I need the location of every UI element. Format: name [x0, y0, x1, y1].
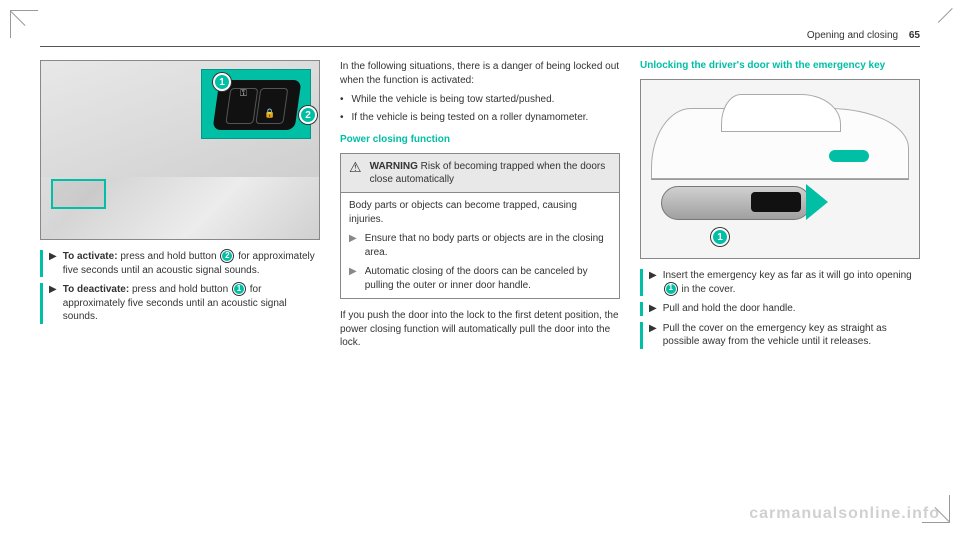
insert-arrow-icon	[806, 184, 828, 220]
warning-body: Body parts or objects can become trapped…	[341, 193, 619, 298]
crop-mark-tr	[932, 8, 952, 28]
instruction-deactivate: ▶ To deactivate: press and hold button 1…	[40, 283, 320, 324]
deactivate-label: To deactivate:	[63, 284, 130, 295]
callout-1: 1	[711, 228, 729, 246]
header-rule	[40, 46, 920, 47]
callout-2: 2	[299, 106, 317, 124]
list-item: • While the vehicle is being tow started…	[340, 93, 620, 107]
door-handle-highlight	[829, 150, 869, 162]
column-1: ⚿ 🔒 1 2 ▶ To activate: press and hold bu…	[40, 60, 320, 513]
bullet-text: While the vehicle is being tow started/p…	[352, 93, 555, 107]
step-arrow-icon: ▶	[49, 283, 57, 324]
activate-label: To activate:	[63, 251, 118, 262]
unlock-icon: ⚿	[240, 88, 247, 99]
section-title-emergency-key: Unlocking the driver's door with the eme…	[640, 60, 920, 71]
figure-emergency-key: 1	[640, 79, 920, 259]
step-arrow-icon: ▶	[649, 269, 657, 296]
substep-arrow-icon: ▶	[349, 232, 357, 259]
s1-post: in the cover.	[679, 284, 736, 295]
warning-label: WARNING	[370, 161, 418, 172]
page-content: Opening and closing 65 ⚿ 🔒 1 2 ▶	[40, 30, 920, 513]
watermark: carmanualsonline.info	[749, 505, 940, 523]
bullet-icon: •	[340, 93, 344, 107]
step-arrow-icon: ▶	[649, 302, 657, 316]
lock-icon: 🔒	[264, 108, 275, 119]
step-arrow-icon: ▶	[649, 322, 657, 349]
column-3: Unlocking the driver's door with the eme…	[640, 60, 920, 513]
page-header: Opening and closing 65	[807, 30, 920, 41]
callout-1: 1	[213, 73, 231, 91]
instruction-insert-key: ▶ Insert the emergency key as far as it …	[640, 269, 920, 296]
warning-body-text: Body parts or objects can become trapped…	[349, 199, 611, 226]
instruction-pull-cover: ▶ Pull the cover on the emergency key as…	[640, 322, 920, 349]
inline-marker-1: 1	[233, 283, 245, 295]
key-slot	[751, 192, 801, 212]
s1-pre: Insert the emergency key as far as it wi…	[663, 270, 912, 281]
warning-sub-item: ▶ Ensure that no body parts or objects a…	[349, 232, 611, 259]
step-arrow-icon: ▶	[49, 250, 57, 277]
section-title-power-closing: Power closing function	[340, 134, 620, 145]
s2-text: Pull and hold the door handle.	[663, 302, 920, 316]
column-2: In the following situations, there is a …	[340, 60, 620, 513]
warning-sub-item: ▶ Automatic closing of the doors can be …	[349, 265, 611, 292]
lockout-list: • While the vehicle is being tow started…	[340, 93, 620, 124]
header-page-number: 65	[909, 30, 920, 41]
header-section: Opening and closing	[807, 30, 898, 41]
bullet-text: If the vehicle is being tested on a roll…	[352, 111, 589, 125]
s3-text: Pull the cover on the emergency key as s…	[663, 322, 920, 349]
instruction-activate: ▶ To activate: press and hold button 2 f…	[40, 250, 320, 277]
door-handle-highlight	[51, 179, 106, 209]
warning-box: ⚠ WARNING Risk of becoming trapped when …	[340, 153, 620, 299]
warning-sub-text: Automatic closing of the doors can be ca…	[365, 265, 611, 292]
crop-mark-tl	[10, 10, 38, 38]
activate-pre: press and hold button	[118, 251, 220, 262]
figure-interior-buttons: ⚿ 🔒 1 2	[40, 60, 320, 240]
warning-sub-text: Ensure that no body parts or objects are…	[365, 232, 611, 259]
warning-header: ⚠ WARNING Risk of becoming trapped when …	[341, 154, 619, 193]
bullet-icon: •	[340, 111, 344, 125]
warning-icon: ⚠	[349, 160, 362, 174]
inline-marker-1: 1	[665, 283, 677, 295]
deactivate-pre: press and hold button	[129, 284, 231, 295]
substep-arrow-icon: ▶	[349, 265, 357, 292]
lockout-intro: In the following situations, there is a …	[340, 60, 620, 87]
columns: ⚿ 🔒 1 2 ▶ To activate: press and hold bu…	[40, 60, 920, 513]
list-item: • If the vehicle is being tested on a ro…	[340, 111, 620, 125]
closing-para: If you push the door into the lock to th…	[340, 309, 620, 350]
instruction-pull-handle: ▶ Pull and hold the door handle.	[640, 302, 920, 316]
inline-marker-2: 2	[221, 250, 233, 262]
